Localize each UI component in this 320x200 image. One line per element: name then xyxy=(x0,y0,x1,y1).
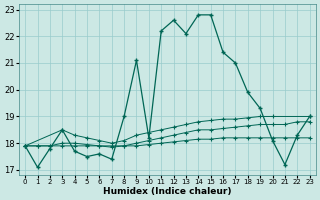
X-axis label: Humidex (Indice chaleur): Humidex (Indice chaleur) xyxy=(103,187,232,196)
